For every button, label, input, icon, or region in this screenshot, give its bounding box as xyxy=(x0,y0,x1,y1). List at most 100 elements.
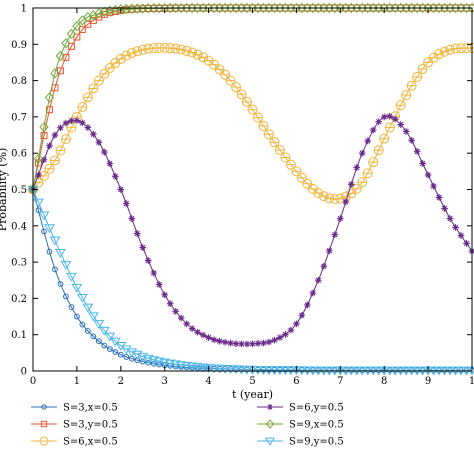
marker-point xyxy=(40,420,48,428)
marker-point xyxy=(52,266,58,273)
marker-point xyxy=(287,326,295,334)
marker-point xyxy=(41,228,47,235)
marker-point xyxy=(35,171,42,179)
marker-point xyxy=(221,338,229,346)
marker-point xyxy=(38,211,50,221)
marker-point xyxy=(337,215,344,222)
marker-point xyxy=(413,148,421,155)
marker-point xyxy=(298,311,306,319)
marker-point xyxy=(315,276,322,284)
marker-point xyxy=(258,366,269,376)
marker-point xyxy=(33,198,44,208)
y-tick-label: 1 xyxy=(21,4,27,15)
y-tick-label: 0.5 xyxy=(11,185,27,196)
marker-point xyxy=(230,365,242,375)
marker-point xyxy=(106,160,114,167)
marker-point xyxy=(120,345,132,355)
marker-point xyxy=(50,68,60,79)
series-line xyxy=(32,7,472,190)
marker-point xyxy=(304,301,311,309)
marker-point xyxy=(83,11,93,23)
marker-point xyxy=(177,314,185,322)
series-markers xyxy=(28,2,474,195)
marker-point xyxy=(35,207,42,214)
marker-point xyxy=(150,360,157,367)
marker-point xyxy=(79,321,86,328)
marker-point xyxy=(161,291,168,299)
series-line xyxy=(32,115,473,345)
x-tick-label: 1 xyxy=(469,376,474,387)
legend-label: S=6,y=0.5 xyxy=(289,403,344,414)
marker-point xyxy=(424,171,432,179)
marker-point xyxy=(40,132,48,139)
marker-point xyxy=(60,261,72,271)
marker-point xyxy=(46,248,53,255)
marker-point xyxy=(216,337,223,345)
marker-point xyxy=(192,363,204,373)
marker-point xyxy=(76,294,88,303)
marker-point xyxy=(430,182,437,190)
marker-point xyxy=(68,304,75,311)
marker-point xyxy=(203,364,214,373)
marker-point xyxy=(188,325,196,332)
marker-point xyxy=(88,10,99,21)
marker-point xyxy=(101,342,108,349)
marker-point xyxy=(249,340,256,348)
marker-point xyxy=(150,269,158,277)
y-tick-label: 0.7 xyxy=(11,112,27,123)
marker-point xyxy=(94,8,104,19)
marker-point xyxy=(44,224,55,234)
marker-point xyxy=(419,160,426,167)
y-tick-label: 0.9 xyxy=(11,40,27,51)
marker-point xyxy=(452,224,459,231)
x-tick-label: 7 xyxy=(337,376,343,387)
marker-point xyxy=(156,361,163,368)
series-markers xyxy=(28,42,474,205)
marker-point xyxy=(39,121,49,133)
marker-point xyxy=(186,362,198,372)
series-S=3,y=0.5 xyxy=(29,4,474,193)
marker-point xyxy=(62,119,70,127)
marker-point xyxy=(238,340,245,348)
marker-point xyxy=(71,283,83,293)
marker-point xyxy=(99,6,110,17)
marker-point xyxy=(61,38,71,49)
marker-point xyxy=(67,42,75,50)
axis-ticks: 0 1 2 3 4 5 6 7 8 9 100.10.20.30.40.50.60.70.80.91 xyxy=(11,4,474,388)
marker-point xyxy=(57,281,64,287)
marker-point xyxy=(155,281,163,288)
series-line xyxy=(32,47,473,200)
marker-point xyxy=(285,366,297,376)
marker-point xyxy=(282,331,289,338)
marker-point xyxy=(269,366,280,376)
marker-point xyxy=(274,366,286,376)
marker-point xyxy=(276,334,284,341)
marker-point xyxy=(243,340,251,348)
marker-point xyxy=(128,215,136,222)
marker-point xyxy=(265,419,275,429)
marker-point xyxy=(468,247,474,255)
marker-point xyxy=(364,137,372,145)
marker-point xyxy=(260,339,267,347)
x-tick-label: 0 xyxy=(30,376,36,387)
marker-point xyxy=(73,117,81,124)
marker-point xyxy=(199,331,207,339)
series-S=9,y=0.5 xyxy=(27,185,474,376)
series-S=6,x=0.5 xyxy=(28,42,474,205)
legend-item: S=6,y=0.5 xyxy=(257,403,344,414)
marker-point xyxy=(139,358,146,365)
marker-point xyxy=(74,313,80,320)
marker-point xyxy=(457,232,465,239)
marker-point xyxy=(391,115,399,123)
marker-point xyxy=(386,112,393,120)
marker-point xyxy=(44,92,55,103)
marker-point xyxy=(109,337,121,347)
x-tick-label: 3 xyxy=(162,376,168,387)
marker-point xyxy=(122,200,130,207)
marker-point xyxy=(66,272,77,282)
marker-point xyxy=(271,336,278,344)
marker-point xyxy=(78,26,86,34)
legend-item: S=6,x=0.5 xyxy=(31,436,118,448)
legend-label: S=3,x=0.5 xyxy=(63,403,118,414)
marker-point xyxy=(241,365,253,375)
